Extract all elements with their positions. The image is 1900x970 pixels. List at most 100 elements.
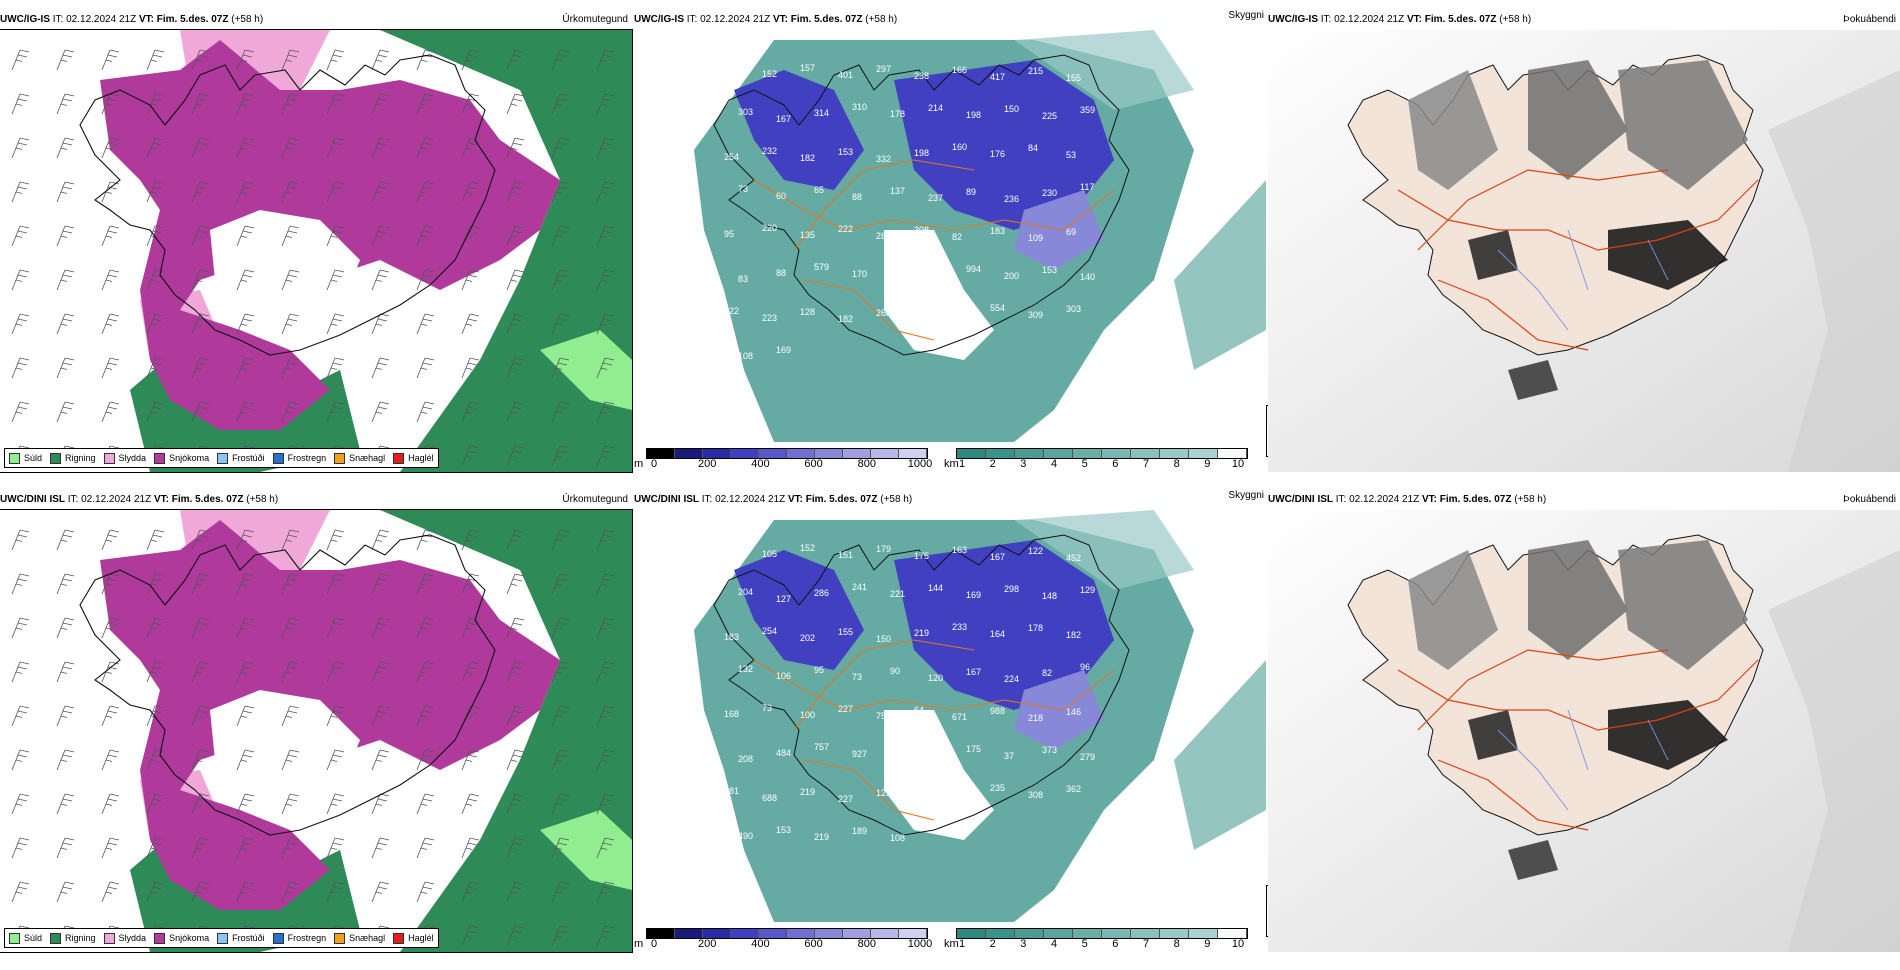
cloud-base-value: 227 <box>838 794 853 804</box>
wind-barb <box>236 529 255 551</box>
wind-barb <box>461 529 480 551</box>
legend-item: Snjókoma <box>154 932 209 944</box>
clear-area <box>884 710 994 840</box>
fog-indicator-area <box>1408 70 1498 190</box>
wind-barb <box>56 93 75 115</box>
cloud-base-value: 263 <box>876 308 891 318</box>
panel-title: Þokuábendi <box>1843 494 1896 505</box>
colorbar-cell <box>1015 929 1044 938</box>
cloud-base-value: 84 <box>1028 143 1038 153</box>
cloud-base-value: 106 <box>776 671 791 681</box>
colorbar-cell <box>703 449 731 458</box>
cloud-base-value: 297 <box>876 64 891 74</box>
cloud-base-value: 152 <box>762 69 777 79</box>
cloud-base-value: 117 <box>1080 182 1094 192</box>
colorbar-cell <box>843 929 871 938</box>
wind-barb <box>461 749 480 771</box>
colorbar-tick: 1 <box>958 938 966 950</box>
cloud-base-value: 198 <box>966 110 981 120</box>
colorbar-tick: 600 <box>804 938 823 950</box>
fog-indicator-area <box>1508 840 1558 880</box>
colorbar-cell <box>871 449 899 458</box>
cloud-base-value: 132 <box>738 664 753 674</box>
legend-label: Snjókoma <box>169 453 210 463</box>
wind-barb <box>236 137 255 159</box>
cloud-base-value: 129 <box>952 309 967 319</box>
wind-barb <box>551 93 570 115</box>
cloudbase-map: 113 105 152 151 179 175 163 167 122 452 204 127 286 2… <box>634 510 1266 922</box>
wind-barb <box>281 881 300 903</box>
it-label: IT: <box>52 14 64 25</box>
lead-time: (+58 h) <box>1499 14 1532 25</box>
cloud-base-value: 224 <box>1004 674 1019 684</box>
wind-barb <box>101 401 120 423</box>
cloud-base-area <box>894 540 1114 710</box>
cloud-base-value: 155 <box>838 627 853 637</box>
wind-barb <box>281 793 300 815</box>
init-time: 02.12.2024 21Z <box>66 14 137 25</box>
cloudbase-panel-top: UWC/IG-IS IT: 02.12.2024 21Z VT: Fim. 5.… <box>634 10 1322 490</box>
wind-barb <box>506 401 525 423</box>
wind-barb <box>506 705 525 727</box>
legend-label: Frostregn <box>287 453 327 463</box>
it-label: IT: <box>686 14 698 25</box>
cloud-base-value: 152 <box>800 543 815 553</box>
cloud-base-value: 490 <box>738 831 753 841</box>
wind-barb <box>146 137 165 159</box>
cloud-base-value: 314 <box>814 108 829 118</box>
colorbar-cell <box>986 449 1015 458</box>
cloud-base-value: 232 <box>762 146 777 156</box>
wind-barb <box>56 49 75 71</box>
coastline <box>79 534 496 836</box>
cloud-base-value: 121 <box>724 62 739 72</box>
wind-barb <box>236 225 255 247</box>
colorbar-strip <box>956 448 1248 459</box>
legend-label: Rigning <box>65 453 96 463</box>
wind-barb <box>191 793 210 815</box>
cloud-base-value: 128 <box>800 307 815 317</box>
cloud-base-value: 53 <box>1066 150 1076 160</box>
panel-title: Skyggni <box>1228 490 1264 501</box>
legend-swatch <box>154 932 166 944</box>
legend-label: Slydda <box>118 933 147 943</box>
colorbar-cell <box>1131 929 1160 938</box>
wind-barb <box>596 269 615 291</box>
wind-barb <box>596 401 615 423</box>
cloud-base-value: 279 <box>1080 752 1095 762</box>
precip-panel-bottom: UWC/DINI ISL IT: 02.12.2024 21Z VT: Fim.… <box>0 490 633 970</box>
cloud-base-value: 157 <box>800 63 815 73</box>
wind-barb <box>56 617 75 639</box>
cloud-base-value: 688 <box>762 793 777 803</box>
cloud-base-value: 148 <box>1042 591 1057 601</box>
colorbar-cell <box>1189 449 1218 458</box>
wind-barb <box>191 837 210 859</box>
fog-panel-bottom: UWC/DINI ISL IT: 02.12.2024 21Z VT: Fim.… <box>1268 490 1900 970</box>
wind-barb <box>146 661 165 683</box>
legend-label: Rigning <box>65 933 96 943</box>
wind-barb <box>551 529 570 551</box>
wind-barb <box>101 49 120 71</box>
cloud-base-value: 225 <box>1042 111 1057 121</box>
wind-barb <box>191 881 210 903</box>
colorbar-strip <box>646 928 928 939</box>
cloud-base-value: 154 <box>928 750 943 760</box>
wind-barb <box>281 269 300 291</box>
cloud-base-value: 219 <box>800 787 815 797</box>
wind-barb <box>506 445 525 467</box>
model-name: UWC/DINI ISL <box>1268 494 1333 505</box>
colorbar-cell <box>731 449 759 458</box>
wind-barb <box>551 225 570 247</box>
wind-barb <box>11 269 30 291</box>
wind-barb <box>326 617 345 639</box>
cloud-base-value: 167 <box>776 114 791 124</box>
colorbar-tick: 2 <box>989 458 996 470</box>
colorbar-tick: 0 <box>650 458 658 470</box>
wind-barb <box>281 225 300 247</box>
wind-barb <box>281 137 300 159</box>
precip-map: Súld Rigning Slydda Snjókoma Frostúði Frostre… <box>0 29 633 473</box>
wind-barb <box>191 529 210 551</box>
colorbar-cell <box>1189 929 1218 938</box>
fog-indicator-area <box>1508 360 1558 400</box>
wind-barb <box>101 529 120 551</box>
cloud-base-value: 155 <box>1066 73 1081 83</box>
